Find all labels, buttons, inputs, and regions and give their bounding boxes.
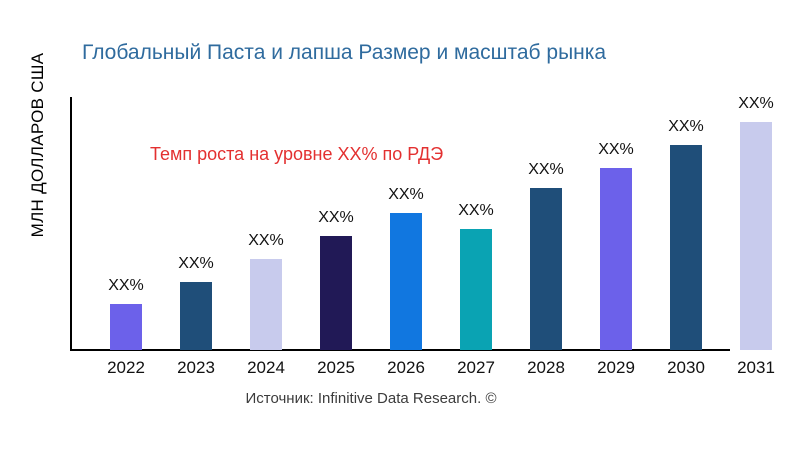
bar-value-label: XX% [738, 95, 774, 112]
bar-value-label: XX% [318, 209, 354, 226]
growth-annotation: Темп роста на уровне XX% по РДЭ [150, 144, 444, 164]
plot-area: Темп роста на уровне XX% по РДЭ XX% 2022 X… [70, 95, 782, 377]
bar: XX% 2022 [107, 277, 145, 377]
bar-value-label: XX% [458, 202, 494, 219]
x-tick-label: 2027 [457, 358, 495, 377]
x-tick-label: 2024 [247, 358, 285, 377]
bar-value-label: XX% [598, 141, 634, 158]
bar: XX% 2025 [317, 209, 355, 377]
bar: XX% 2030 [667, 118, 705, 377]
x-tick-label: 2028 [527, 358, 565, 377]
bar: XX% 2023 [177, 255, 215, 377]
bar: XX% 2029 [597, 141, 635, 377]
y-axis-label: МЛН ДОЛЛАРОВ США [28, 52, 47, 238]
bar-value-label: XX% [388, 186, 424, 203]
bar-value-label: XX% [108, 277, 144, 294]
page-title: Глобальный Паста и лапша Размер и масшта… [82, 41, 607, 64]
x-tick-label: 2026 [387, 358, 425, 377]
bar: XX% 2026 [387, 186, 425, 377]
x-tick-label: 2031 [737, 358, 775, 377]
bar-value-label: XX% [528, 161, 564, 178]
y-axis-line [70, 97, 72, 350]
source-text: Источник: Infinitive Data Research. © [245, 390, 497, 407]
x-tick-label: 2025 [317, 358, 355, 377]
bar-value-label: XX% [248, 232, 284, 249]
bar: XX% 2028 [527, 161, 565, 377]
bar-value-label: XX% [668, 118, 704, 135]
x-tick-label: 2023 [177, 358, 215, 377]
x-axis-line [70, 349, 730, 351]
bar: XX% 2031 [737, 95, 775, 377]
x-tick-label: 2029 [597, 358, 635, 377]
bar-value-label: XX% [178, 255, 214, 272]
bar: XX% 2024 [247, 232, 285, 377]
x-tick-label: 2030 [667, 358, 705, 377]
bar: XX% 2027 [457, 202, 495, 377]
x-tick-label: 2022 [107, 358, 145, 377]
